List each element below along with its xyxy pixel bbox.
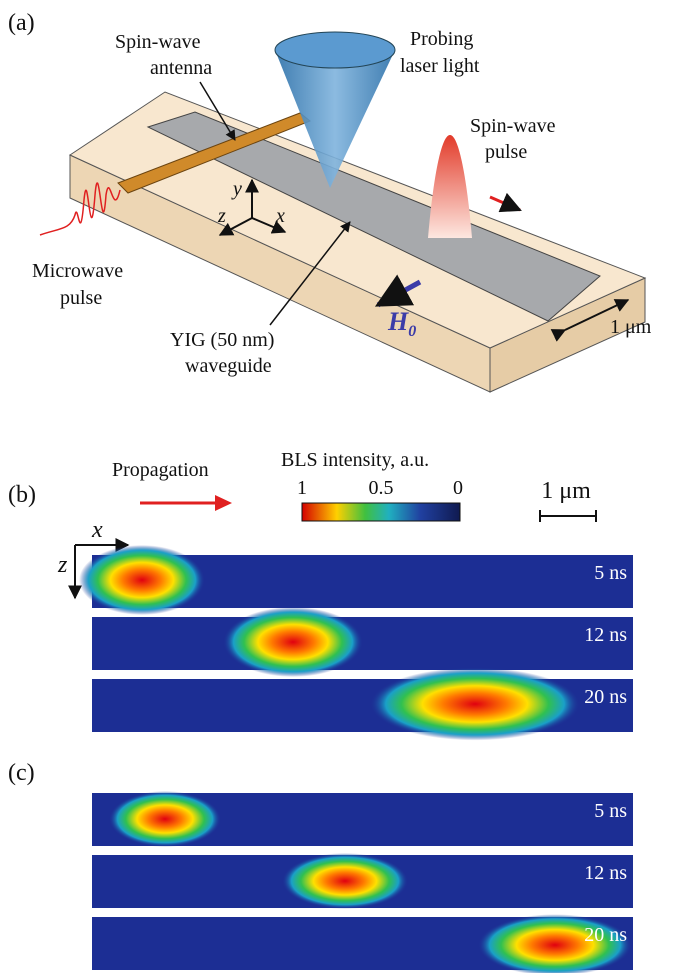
label: 1 μm (610, 316, 652, 338)
axis-label: x (275, 205, 285, 227)
time-label: 5 ns (594, 562, 627, 584)
label: pulse (60, 287, 102, 309)
axis-label: z (57, 552, 68, 578)
label: pulse (485, 141, 527, 163)
colorbar (302, 503, 460, 521)
panel-a: (a) y x z Spin-wave antenna Probing lase… (8, 10, 652, 392)
pulse-arrow (490, 197, 520, 210)
colorbar-tick: 1 (297, 477, 307, 499)
time-label: 12 ns (584, 624, 627, 646)
propagation-arrow-head (215, 495, 232, 511)
label: laser light (400, 55, 480, 77)
axis-label: y (231, 178, 242, 200)
label: Propagation (112, 459, 209, 481)
colorbar-tick: 0.5 (369, 477, 394, 499)
field-symbol: H (387, 307, 409, 336)
time-label: 5 ns (594, 800, 627, 822)
spin-wave-spot (109, 791, 221, 847)
axis-label: x (91, 517, 103, 543)
spin-wave-pulse (428, 135, 472, 238)
heatmaps: 5 ns 12 ns 20 ns 5 ns 12 ns 20 ns (79, 545, 633, 973)
time-label: 20 ns (584, 686, 627, 708)
field-subscript: 0 (408, 323, 416, 340)
label: Microwave (32, 260, 123, 282)
label: waveguide (185, 355, 272, 377)
colorbar-tick: 0 (453, 477, 463, 499)
spin-wave-spot (282, 853, 408, 909)
colorbar-title: BLS intensity, a.u. (281, 449, 429, 471)
time-label: 12 ns (584, 862, 627, 884)
time-label: 20 ns (584, 924, 627, 946)
spin-wave-spot (79, 545, 205, 615)
label: Probing (410, 28, 473, 50)
label: Spin-wave (115, 31, 201, 53)
label: YIG (50 nm) (170, 329, 274, 351)
axis-label: z (217, 205, 226, 227)
panel-label: (b) (8, 482, 36, 508)
laser-top (275, 32, 395, 68)
label: Spin-wave (470, 115, 556, 137)
scale-label: 1 μm (541, 478, 591, 504)
panel-label: (c) (8, 760, 35, 786)
scale-bar (540, 510, 596, 522)
figure: (a) y x z Spin-wave antenna Probing lase… (0, 0, 676, 973)
panel-label: (a) (8, 10, 35, 36)
spin-wave-spot (223, 607, 363, 677)
label: antenna (150, 57, 212, 79)
spin-wave-spot (370, 668, 580, 741)
